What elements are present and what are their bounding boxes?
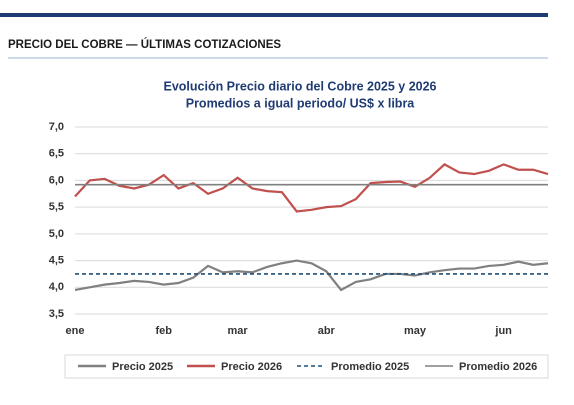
x-tick-label: feb [155,325,172,337]
y-tick-label: 5,5 [49,201,64,213]
section-title: PRECIO DEL COBRE — ÚLTIMAS COTIZACIONES [8,38,281,51]
y-tick-label: 4,5 [49,254,64,266]
legend-label: Promedio 2025 [331,361,409,373]
y-tick-label: 5,0 [49,228,64,240]
y-tick-label: 6,5 [49,148,64,160]
top-bar [0,13,548,17]
legend-label: Promedio 2026 [459,361,537,373]
x-tick-label: mar [228,325,249,337]
chart-title: Evolución Precio diario del Cobre 2025 y… [163,79,436,93]
y-tick-label: 7,0 [49,121,64,133]
legend-label: Precio 2025 [112,361,173,373]
y-tick-label: 4,0 [49,281,64,293]
x-tick-label: jun [494,325,512,337]
x-tick-label: abr [318,325,336,337]
x-tick-label: ene [66,325,85,337]
legend-label: Precio 2026 [221,361,282,373]
chart-subtitle: Promedios a igual periodo/ US$ x libra [186,96,416,110]
y-tick-label: 3,5 [49,308,64,320]
legend-box [64,354,549,379]
x-tick-label: may [404,325,427,337]
y-tick-label: 6,0 [49,174,64,186]
price-line [74,163,549,213]
price-line [74,259,549,292]
